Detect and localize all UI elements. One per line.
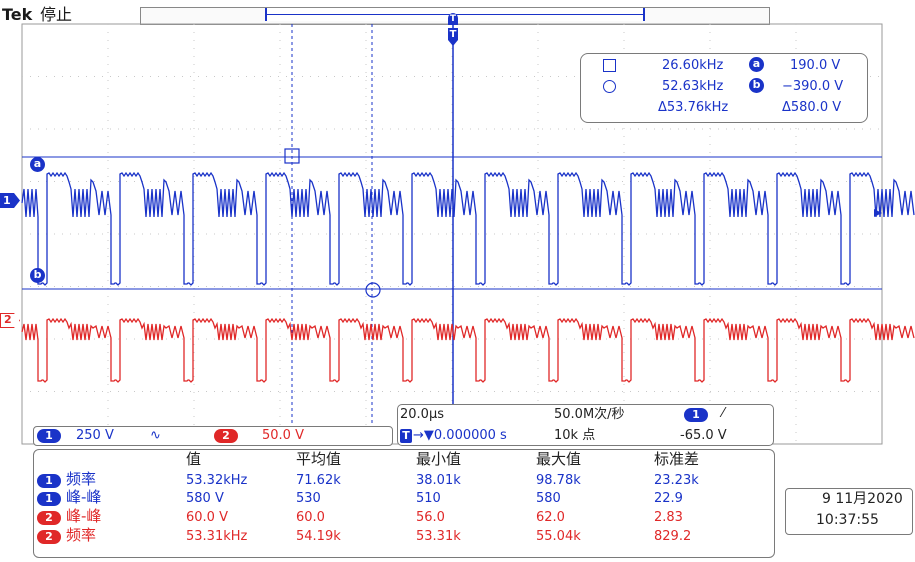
ch2-scale[interactable]: 50.0 V	[262, 428, 304, 443]
timebase-panel[interactable]	[397, 404, 774, 446]
run-state-label: 停止	[40, 5, 73, 24]
trigger-t-top-icon: T	[448, 13, 458, 25]
measurement-cell: 54.19k	[296, 529, 341, 544]
measurement-cell: 829.2	[654, 529, 692, 544]
delta-frequency: Δ53.76kHz	[658, 100, 729, 115]
measurement-cell: 53.31k	[416, 529, 461, 544]
measurement-cell: 71.62k	[296, 473, 341, 488]
ch2-ground-marker[interactable]: 2	[0, 313, 20, 328]
cursor-b-voltage: −390.0 V	[782, 79, 844, 94]
trigger-slope-icon: ⁄	[722, 406, 725, 421]
measurement-cell: 580 V	[186, 491, 224, 506]
circle-cursor-icon	[603, 80, 616, 93]
trigger-t-label: T	[449, 29, 457, 40]
sample-rate: 50.0M次/秒	[554, 407, 625, 422]
ch1-coupling-icon: ∿	[150, 428, 161, 443]
measurement-cell: 56.0	[416, 510, 445, 525]
measurement-row-channel-badge: 1	[37, 492, 61, 506]
measurement-cell: 62.0	[536, 510, 565, 525]
header-mean: 平均值	[296, 450, 342, 468]
trigger-t-icon: T	[400, 429, 412, 443]
measurement-row-name[interactable]: 频率	[66, 470, 97, 488]
measurement-row-name[interactable]: 频率	[66, 526, 97, 544]
ch1-scale[interactable]: 250 V	[76, 428, 114, 443]
header-value: 值	[186, 450, 202, 468]
datetime-panel	[785, 488, 913, 535]
measurement-cell: 55.04k	[536, 529, 581, 544]
measurement-cell: 23.23k	[654, 473, 699, 488]
horizontal-scale[interactable]: 20.0µs	[400, 407, 444, 422]
square-cursor-icon	[603, 59, 616, 72]
cursor-b-badge: b	[749, 78, 764, 93]
trigger-position[interactable]: →▼0.000000 s	[413, 428, 507, 443]
ch2-badge[interactable]: 2	[214, 429, 238, 443]
brand-label: Tek	[2, 5, 33, 24]
measurements-panel[interactable]	[33, 449, 775, 558]
time-label: 10:37:55	[816, 512, 879, 528]
header-stddev: 标准差	[654, 450, 700, 468]
header-max: 最大值	[536, 450, 582, 468]
measurement-cell: 510	[416, 491, 441, 506]
header-min: 最小值	[416, 450, 462, 468]
ch1-badge[interactable]: 1	[37, 429, 61, 443]
measurement-cell: 22.9	[654, 491, 683, 506]
cursor-circle-marker	[365, 282, 381, 298]
measurement-cell: 38.01k	[416, 473, 461, 488]
date-label: 9 11月2020	[822, 491, 903, 507]
delta-voltage: Δ580.0 V	[782, 100, 842, 115]
cursor-a-marker[interactable]: a	[30, 157, 45, 172]
trigger-level-arrow	[874, 209, 882, 217]
measurement-cell: 530	[296, 491, 321, 506]
measurement-row-channel-badge: 1	[37, 474, 61, 488]
measurement-cell: 2.83	[654, 510, 683, 525]
ch1-ground-marker[interactable]: 1	[0, 193, 20, 208]
channel-scale-panel[interactable]	[33, 426, 393, 446]
trigger-position-marker	[448, 28, 458, 46]
trigger-level[interactable]: -65.0 V	[680, 428, 727, 443]
record-length: 10k 点	[554, 428, 596, 443]
cursor-a-voltage: 190.0 V	[790, 58, 841, 73]
cursor1-frequency: 26.60kHz	[662, 58, 724, 73]
cursor-square-marker	[284, 148, 300, 164]
measurement-row-channel-badge: 2	[37, 511, 61, 525]
measurement-cell: 53.32kHz	[186, 473, 248, 488]
cursor-readout-panel	[580, 53, 868, 123]
ch1-waveform	[21, 171, 915, 286]
measurement-cell: 60.0	[296, 510, 325, 525]
measurement-row-name[interactable]: 峰-峰	[66, 488, 102, 506]
cursor-b-marker[interactable]: b	[30, 268, 45, 283]
measurement-cell: 580	[536, 491, 561, 506]
cursor2-frequency: 52.63kHz	[662, 79, 724, 94]
measurement-row-name[interactable]: 峰-峰	[66, 507, 102, 525]
measurement-cell: 60.0 V	[186, 510, 228, 525]
trigger-source-badge[interactable]: 1	[684, 408, 708, 422]
measurement-row-channel-badge: 2	[37, 530, 61, 544]
ch2-waveform	[21, 317, 915, 383]
measurement-cell: 98.78k	[536, 473, 581, 488]
measurement-cell: 53.31kHz	[186, 529, 248, 544]
cursor-a-badge: a	[749, 57, 764, 72]
